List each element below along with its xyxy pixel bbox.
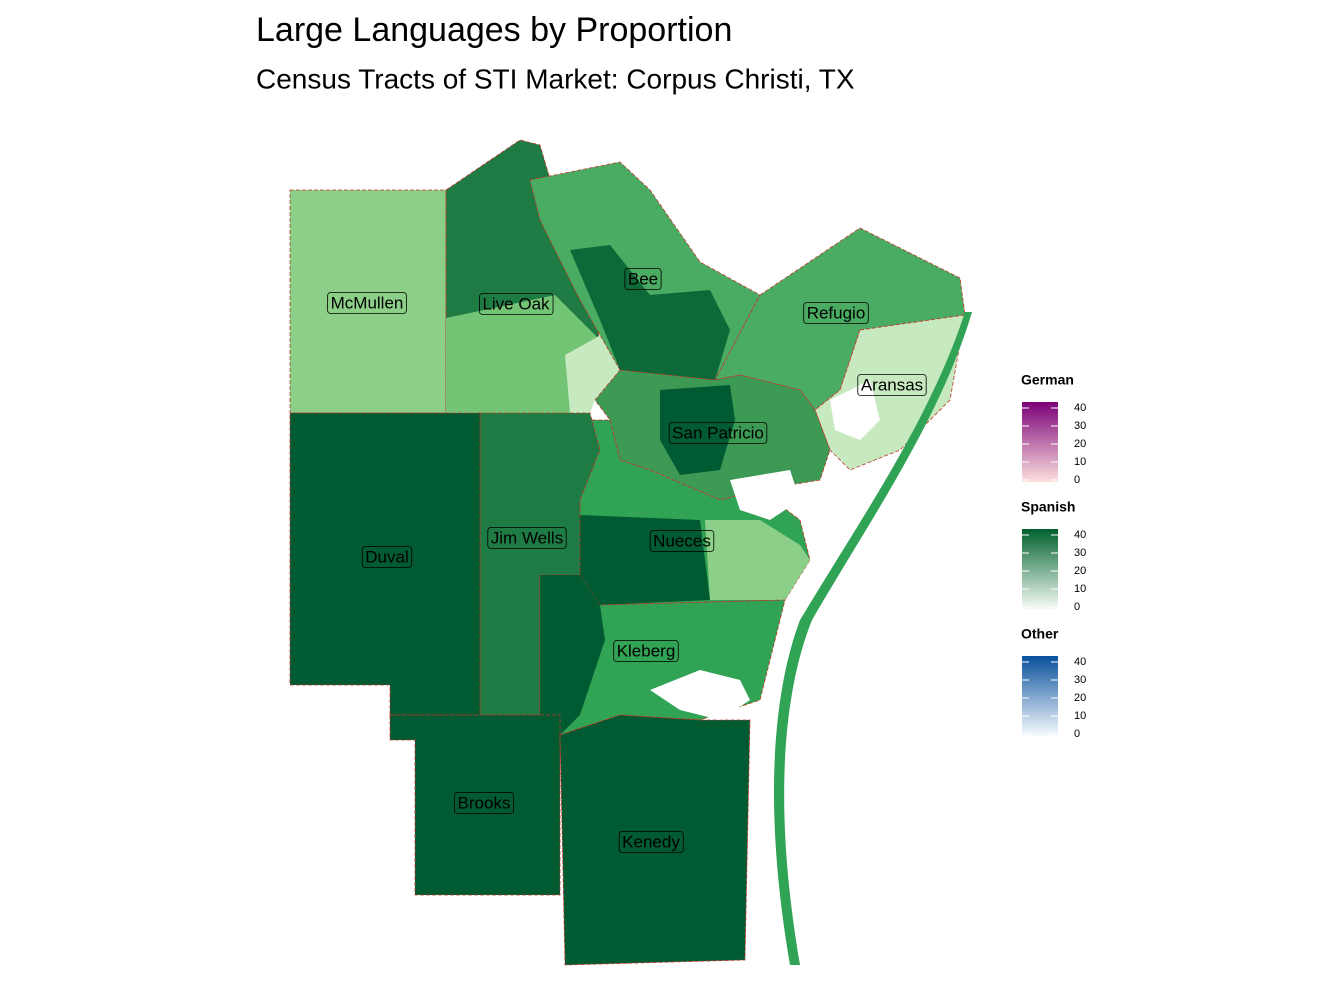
county-name: Jim Wells [491,528,563,547]
legend-tick-label: 20 [1074,692,1086,704]
county-name: Refugio [807,303,866,322]
county-name: Aransas [861,375,923,394]
county-label: McMullen [327,292,407,314]
label-box [857,374,927,396]
legend-tick-label: 30 [1074,674,1086,686]
label-box [803,302,869,324]
subtitle: Census Tracts of STI Market: Corpus Chri… [256,63,855,94]
county-name: Kleberg [617,641,676,660]
legend-bar [1022,402,1058,482]
legend-tick-label: 40 [1074,656,1086,668]
legend-tick-label: 20 [1074,438,1086,450]
county-label: Kenedy [618,831,684,853]
county-label: Refugio [803,302,869,324]
tract-shape [446,295,600,413]
water [730,470,800,520]
county-label: Kleberg [613,640,679,662]
tract-shape [565,330,620,413]
county-shape [559,714,751,966]
tract-shape [570,245,730,380]
county-label: Bee [624,268,662,290]
water [650,670,750,720]
legend-tick-label: 0 [1074,601,1080,613]
legend-tick-label: 30 [1074,420,1086,432]
legend-tick-label: 0 [1074,474,1080,486]
legend-tick-label: 0 [1074,728,1080,740]
label-box [618,831,684,853]
legend-tick-label: 40 [1074,529,1086,541]
county-name: San Patricio [672,423,764,442]
county-label: Live Oak [479,293,554,315]
label-box [624,268,662,290]
county-label: Brooks [454,792,514,814]
legend-tick-label: 10 [1074,456,1086,468]
county-shape [389,714,561,896]
legend-tick-label: 20 [1074,565,1086,577]
legends: German 0 10 20 30 40 Spanish 0 10 20 30 40 Other 0 10 2… [1021,372,1086,740]
legend-title: Other [1021,626,1059,642]
county-label: Jim Wells [487,527,567,549]
label-box [649,530,715,552]
county-label: Duval [361,546,413,568]
county-name: Brooks [458,793,511,812]
label-box [487,527,567,549]
county-name: McMullen [331,293,404,312]
county-labels: McMullen Live Oak Bee Refugio Aransas San Pat… [327,268,927,853]
county-name: Nueces [653,531,711,550]
legend-bar [1022,529,1058,609]
county-name: Bee [628,269,658,288]
tract-shape [580,515,710,605]
tract-shape [660,385,735,475]
label-box [327,292,407,314]
legend-tick-label: 30 [1074,547,1086,559]
county-name: Duval [365,547,408,566]
tract-shape [540,575,605,735]
water [830,380,880,440]
county-label: Nueces [649,530,715,552]
map [289,139,972,966]
tract-shape [705,520,810,600]
label-box [454,792,514,814]
legend-tick-label: 10 [1074,583,1086,595]
county-label: San Patricio [668,422,768,444]
county-name: Kenedy [622,832,680,851]
county-name: Live Oak [482,294,550,313]
legend-title: German [1021,372,1074,388]
legend-title: Spanish [1021,499,1075,515]
label-box [361,546,413,568]
county-label: Aransas [857,374,927,396]
label-box [668,422,768,444]
title: Large Languages by Proportion [256,11,732,49]
legend-tick-label: 10 [1074,710,1086,722]
label-box [613,640,679,662]
label-box [479,293,554,315]
legend-bar [1022,656,1058,736]
legend-tick-label: 40 [1074,402,1086,414]
